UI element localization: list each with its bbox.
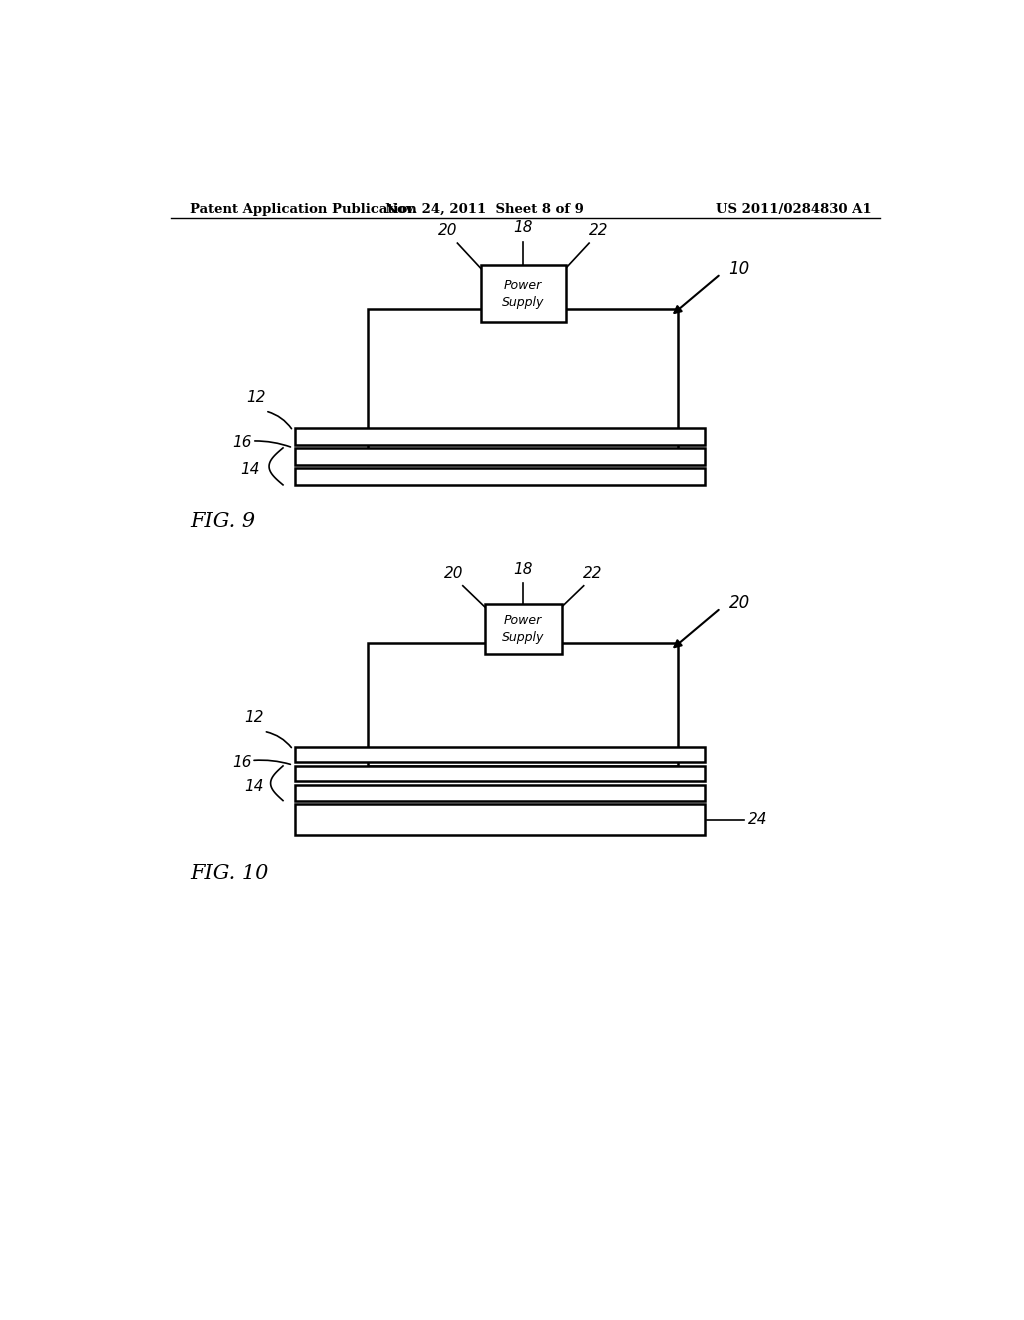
Text: FIG. 10: FIG. 10	[190, 865, 268, 883]
Text: 16: 16	[232, 755, 252, 770]
Text: 18: 18	[513, 220, 534, 235]
Bar	[484, 605, 562, 655]
Text: Patent Application Publication: Patent Application Publication	[190, 203, 417, 216]
Text: 22: 22	[589, 223, 608, 239]
Text: 14: 14	[244, 779, 263, 793]
Text: 22: 22	[584, 566, 603, 581]
Bar	[295, 428, 706, 445]
Text: 18: 18	[513, 562, 534, 577]
Text: 24: 24	[748, 812, 768, 828]
Bar	[295, 804, 706, 836]
Bar	[295, 766, 706, 781]
Text: Power
Supply: Power Supply	[502, 279, 545, 309]
Text: FIG. 9: FIG. 9	[190, 512, 255, 531]
Bar	[295, 747, 706, 762]
Bar	[295, 469, 706, 484]
Bar	[480, 264, 566, 322]
Text: Power
Supply: Power Supply	[502, 614, 545, 644]
Text: 20: 20	[443, 566, 463, 581]
Text: 12: 12	[245, 710, 264, 725]
Bar	[295, 447, 706, 465]
Text: Nov. 24, 2011  Sheet 8 of 9: Nov. 24, 2011 Sheet 8 of 9	[385, 203, 584, 216]
Text: 20: 20	[438, 223, 458, 239]
Bar	[295, 785, 706, 800]
Text: 12: 12	[246, 389, 265, 405]
Bar	[369, 309, 678, 451]
Text: 16: 16	[232, 436, 252, 450]
Text: US 2011/0284830 A1: US 2011/0284830 A1	[717, 203, 872, 216]
Text: 14: 14	[241, 462, 260, 477]
Text: 10: 10	[729, 260, 750, 277]
Bar	[369, 643, 678, 766]
Text: 20: 20	[729, 594, 750, 611]
